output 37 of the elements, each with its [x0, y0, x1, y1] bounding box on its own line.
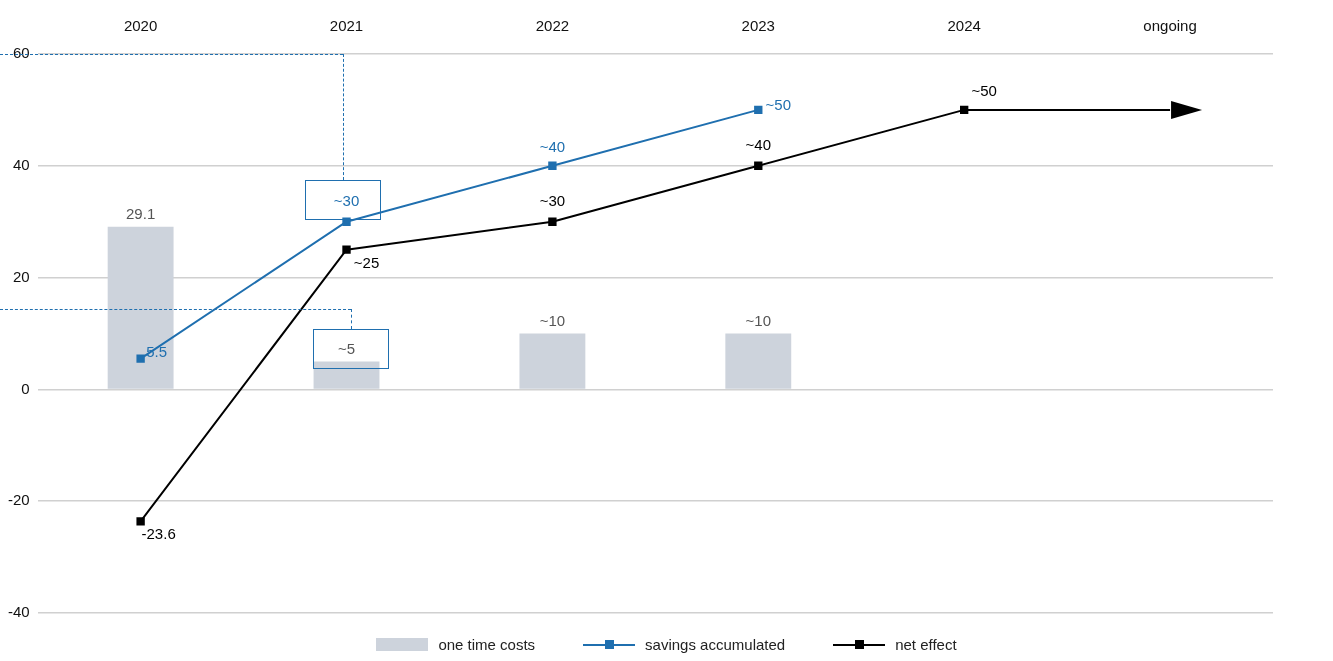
x-tick-label: 2021	[329, 17, 364, 35]
data-label: ~40	[539, 137, 566, 155]
point	[548, 217, 557, 226]
data-label: ~25	[353, 253, 380, 271]
data-label: ~5	[337, 339, 356, 357]
data-label: ~10	[539, 311, 566, 329]
point	[959, 105, 969, 115]
data-label: ~40	[745, 135, 772, 153]
y-tick-label: 20	[12, 267, 30, 285]
data-label: 29.1	[126, 204, 156, 222]
data-label: ~10	[745, 311, 772, 329]
data-label: ~50	[971, 82, 997, 100]
x-tick-label: ongoing	[1143, 17, 1197, 35]
data-label: ~30	[333, 191, 360, 209]
y-tick-label: 40	[12, 155, 30, 173]
point	[754, 105, 763, 115]
x-tick-label: 2023	[741, 17, 775, 35]
data-label: 5.5	[146, 342, 168, 360]
x-tick-label: 2020	[123, 17, 158, 35]
data-label: ~30	[539, 191, 566, 209]
data-label: ~50	[765, 96, 792, 114]
point	[342, 245, 351, 254]
legend-label: net effect	[895, 636, 957, 653]
y-tick-label: 60	[12, 44, 30, 62]
y-tick-label: -40	[7, 603, 30, 621]
point	[754, 161, 763, 170]
point	[342, 217, 351, 226]
y-tick-label: 0	[21, 379, 30, 397]
y-tick-label: -20	[7, 491, 30, 509]
data-label: -23.6	[141, 525, 176, 543]
x-tick-label: 2022	[535, 17, 570, 35]
point	[136, 354, 145, 363]
x-tick-label: 2024	[947, 17, 981, 35]
legend-label: savings accumulated	[645, 636, 786, 653]
point	[136, 517, 145, 526]
legend-label: one time costs	[438, 636, 536, 653]
point	[548, 161, 557, 170]
